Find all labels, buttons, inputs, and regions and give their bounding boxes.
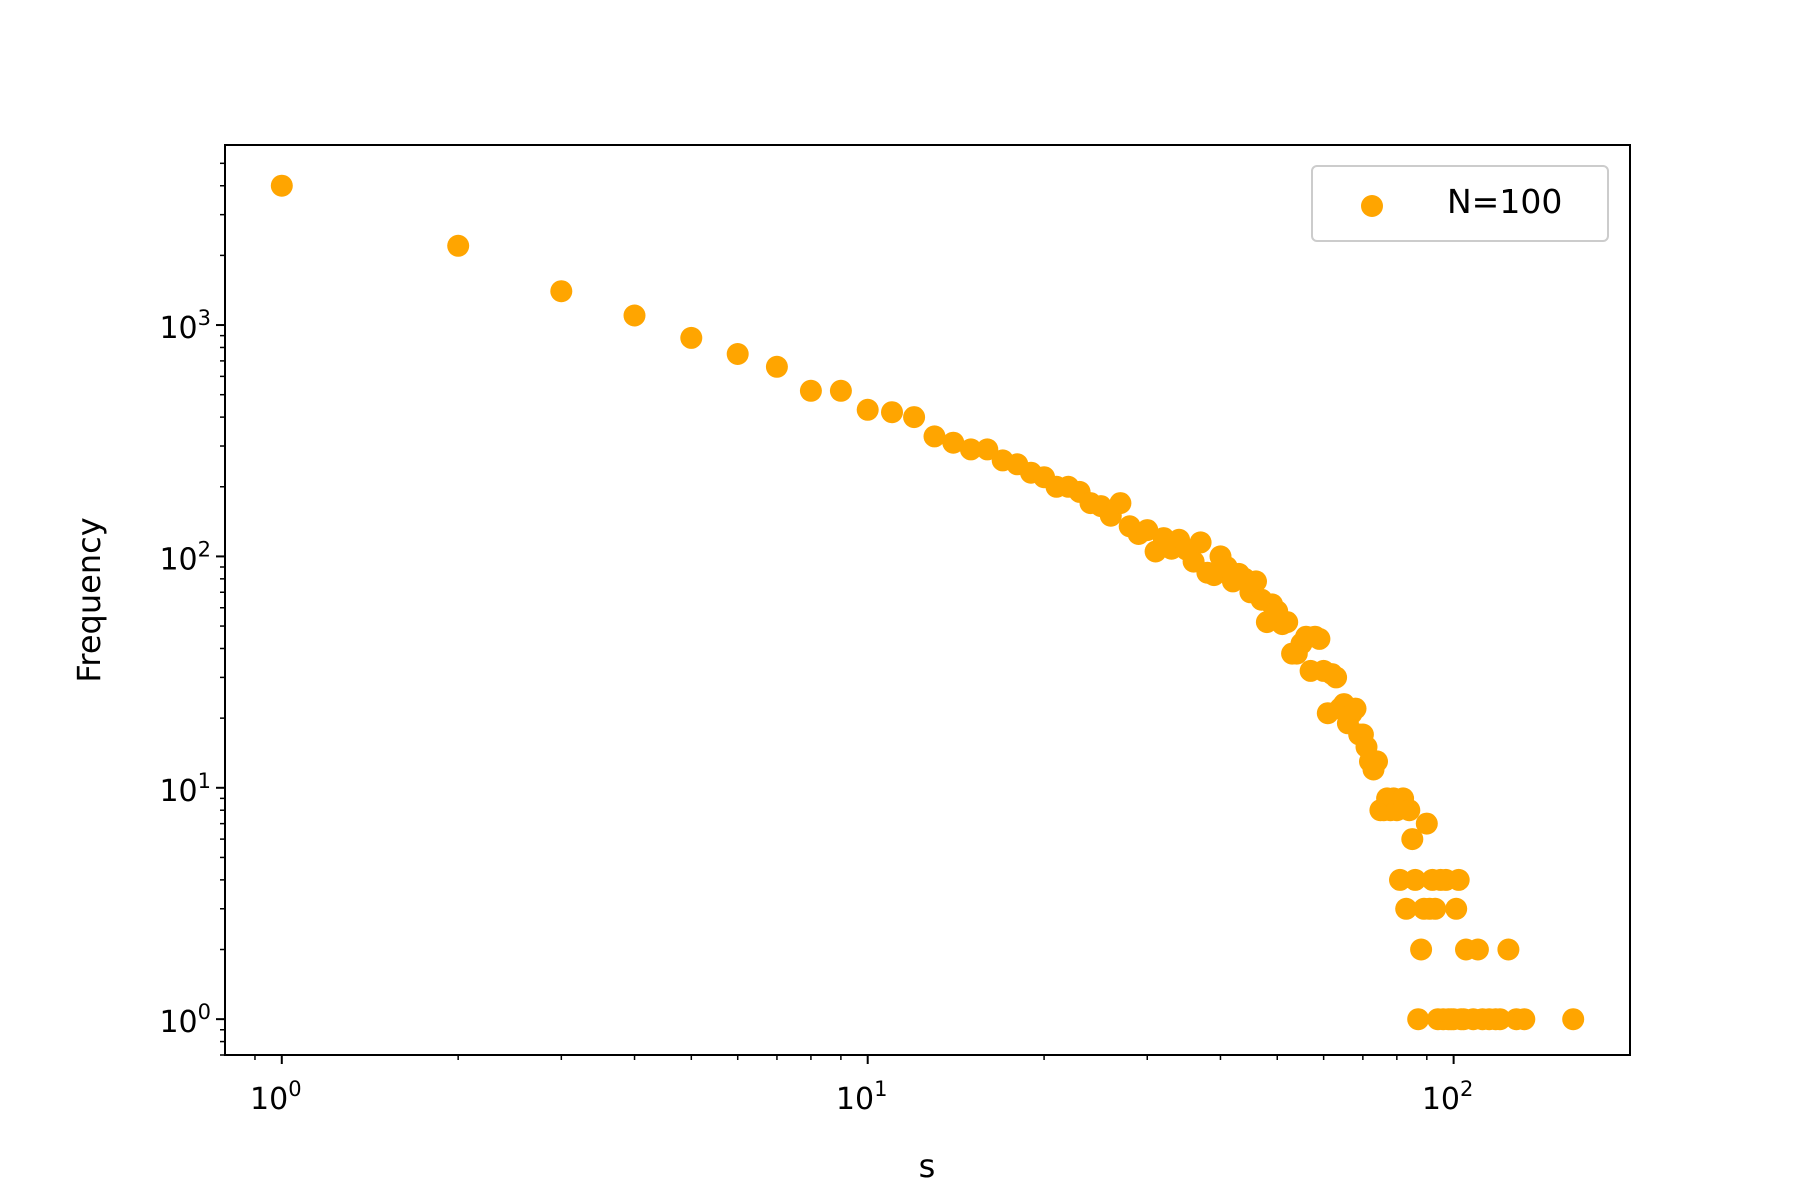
y-major-ticks: 100 101 102 103 — [159, 306, 225, 1040]
data-point — [726, 343, 749, 365]
data-point — [1109, 492, 1132, 515]
y-axis-label: Frequency — [70, 517, 108, 682]
data-point — [1136, 519, 1159, 542]
data-point — [942, 431, 965, 454]
x-tick-label: 102 — [1422, 1077, 1474, 1117]
data-point — [1398, 799, 1421, 822]
data-point — [447, 234, 470, 257]
data-point — [270, 174, 293, 197]
legend-box — [1311, 165, 1609, 242]
data-point — [1466, 938, 1489, 961]
data-point — [680, 326, 703, 349]
data-point — [765, 355, 788, 378]
data-point — [1276, 611, 1299, 634]
data-point — [1389, 868, 1411, 891]
y-tick-label: 102 — [159, 537, 211, 577]
data-point — [1395, 897, 1418, 920]
data-point — [1489, 1008, 1511, 1031]
legend: N=100 — [1311, 165, 1609, 242]
data-point — [1424, 897, 1447, 920]
data-point — [1513, 1008, 1536, 1031]
data-point — [1497, 938, 1520, 961]
data-point — [976, 438, 999, 461]
data-point — [1325, 666, 1348, 689]
data-point — [1410, 938, 1433, 961]
legend-marker — [1361, 195, 1383, 217]
data-point — [1404, 868, 1427, 891]
y-tick-label: 100 — [159, 1000, 211, 1040]
data-point — [1308, 627, 1331, 650]
data-point — [1245, 570, 1267, 593]
data-point — [1415, 812, 1438, 835]
data-point — [1447, 868, 1470, 891]
x-major-ticks: 100 101 102 — [250, 1055, 1473, 1117]
data-points — [270, 174, 1585, 1031]
data-point — [959, 438, 982, 461]
y-tick-label: 103 — [159, 306, 211, 346]
x-tick-label: 100 — [250, 1077, 302, 1117]
data-point — [550, 280, 573, 303]
legend-label: N=100 — [1447, 182, 1562, 221]
data-point — [903, 406, 926, 429]
plot-frame — [224, 144, 1631, 1056]
data-point — [1344, 697, 1367, 720]
data-point — [623, 304, 646, 327]
data-point — [923, 425, 946, 448]
data-point — [1562, 1008, 1585, 1031]
x-axis-label: s — [919, 1147, 936, 1185]
data-point — [799, 379, 822, 402]
y-tick-label: 101 — [159, 769, 211, 809]
data-point — [1189, 531, 1212, 554]
x-tick-label: 101 — [836, 1077, 888, 1117]
data-point — [1445, 897, 1468, 920]
data-point — [1407, 1008, 1430, 1031]
data-point — [829, 379, 852, 402]
data-point — [1366, 750, 1388, 773]
data-point — [1401, 828, 1424, 851]
data-point — [856, 398, 879, 421]
data-point — [881, 401, 903, 424]
